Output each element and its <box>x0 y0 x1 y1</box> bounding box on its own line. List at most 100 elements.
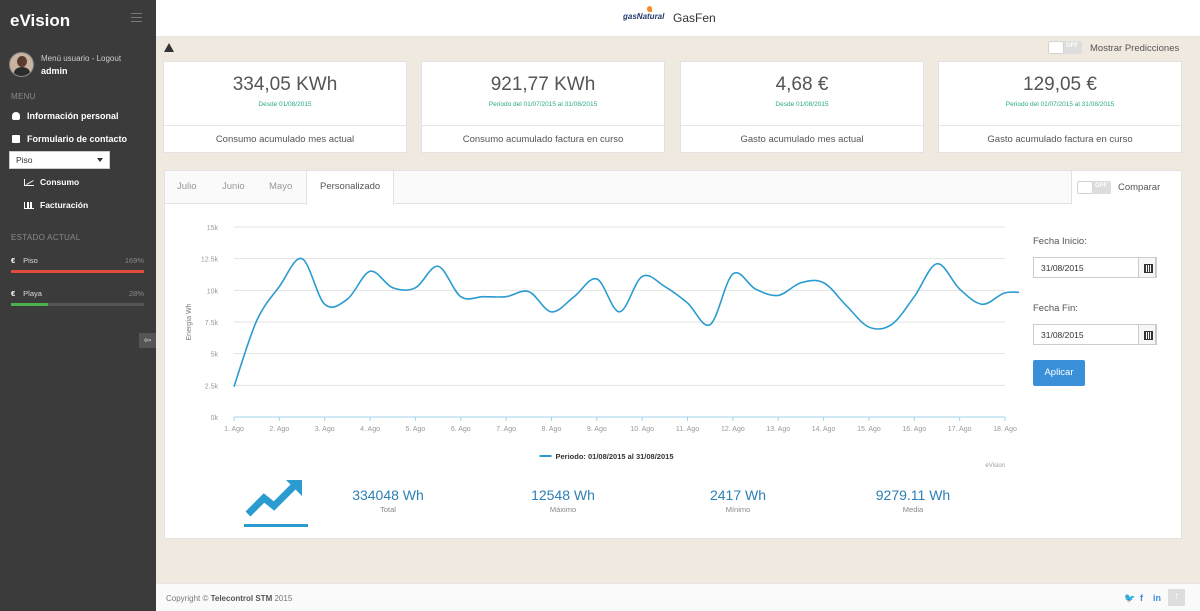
state-progress-playa <box>11 303 144 306</box>
start-date-input[interactable]: 31/08/2015 <box>1033 257 1157 278</box>
flame-icon <box>647 6 652 12</box>
predictions-label: Mostrar Predicciones <box>1090 43 1180 54</box>
x-tick-label: 6. Ago <box>451 426 471 433</box>
sidebar-item-label: Facturación <box>40 200 89 210</box>
state-row-piso: € Piso 169% <box>11 256 144 265</box>
tab-julio[interactable]: Julio <box>177 181 197 192</box>
calendar-icon[interactable] <box>1138 324 1156 345</box>
sidebar-item-personal-info[interactable]: Información personal <box>12 111 119 121</box>
trending-up-icon <box>244 480 308 527</box>
kpi-label: Consumo acumulado mes actual <box>164 125 406 154</box>
x-tick-label: 1. Ago <box>224 426 244 433</box>
toggle-state: OFF <box>1066 43 1078 49</box>
compare-box: OFF Comparar <box>1071 171 1181 204</box>
state-label: Piso <box>23 256 38 265</box>
y-tick-label: 2.5k <box>205 383 219 390</box>
y-tick-label: 7.5k <box>205 320 219 327</box>
copyright: Copyright © Telecontrol STM 2015 <box>166 594 293 603</box>
apply-button[interactable]: Aplicar <box>1033 360 1085 386</box>
property-select[interactable]: Piso <box>9 151 110 169</box>
x-tick-label: 4. Ago <box>360 426 380 433</box>
x-tick-label: 17. Ago <box>948 426 972 433</box>
state-section-label: ESTADO ACTUAL <box>11 233 81 242</box>
end-date-value: 31/08/2015 <box>1041 330 1084 340</box>
state-progress-piso <box>11 270 144 273</box>
toggle-knob <box>1078 182 1092 193</box>
kpi-label: Consumo acumulado factura en curso <box>422 125 664 154</box>
bar-chart-icon <box>24 201 34 209</box>
y-tick-label: 15k <box>207 225 219 232</box>
series-line <box>233 257 1019 387</box>
scroll-to-top-button[interactable]: ↑ <box>1168 589 1185 606</box>
consumption-panel: Julio Junio Mayo Personalizado OFF Compa… <box>164 170 1182 539</box>
y-tick-label: 12.5k <box>201 257 219 264</box>
consumption-line-chart: 0k 2.5k 5k 7.5k 10k 12.5k 15k 1. Ago 2. Ago 3. Ag… <box>186 225 1019 469</box>
end-date-label: Fecha Fin: <box>1033 303 1078 314</box>
kpi-subtitle: Periodo del 01/07/2015 al 31/08/2015 <box>1005 101 1115 108</box>
predictions-toggle[interactable]: OFF <box>1048 41 1082 54</box>
sidebar-item-contact-form[interactable]: Formulario de contacto <box>12 134 127 144</box>
x-tick-label: 8. Ago <box>542 426 562 433</box>
avatar[interactable] <box>9 52 34 77</box>
x-tick-label: 2. Ago <box>269 426 289 433</box>
state-percent: 169% <box>124 256 144 265</box>
x-tick-label: 15. Ago <box>857 426 881 433</box>
x-tick-label: 16. Ago <box>902 426 926 433</box>
stat-label: Máximo <box>549 505 577 514</box>
sidebar-item-facturacion[interactable]: Facturación <box>24 200 88 210</box>
stat-label: Media <box>902 505 924 514</box>
sidebar-item-label: Consumo <box>40 177 80 187</box>
state-percent: 28% <box>128 289 144 298</box>
stat-value: 2417 Wh <box>709 487 767 503</box>
x-tick-label: 7. Ago <box>496 426 516 433</box>
stat-label: Mínimo <box>725 505 751 514</box>
caret-down-icon <box>97 158 103 162</box>
user-menu-logout-link[interactable]: Menú usuario - Logout <box>41 54 122 63</box>
sidebar: eVision Menú usuario - Logout admin MENU… <box>0 0 156 611</box>
y-tick-label: 5k <box>211 352 219 359</box>
stat-max: 12548 Wh Máximo <box>493 487 633 514</box>
x-tick-label: 5. Ago <box>405 426 425 433</box>
tab-mayo[interactable]: Mayo <box>269 181 293 192</box>
line-chart-icon <box>24 178 34 186</box>
footer: Copyright © Telecontrol STM 2015 🐦 f in … <box>156 583 1200 611</box>
x-tick-label: 18. Ago <box>993 426 1017 433</box>
user-name: admin <box>41 66 68 76</box>
user-icon <box>12 112 20 120</box>
gas-natural-logo: gasNatural <box>623 6 664 21</box>
logout-icon[interactable]: ⇦ <box>139 333 156 348</box>
brand-logo: eVision <box>10 11 71 30</box>
kpi-subtitle: Desde 01/08/2015 <box>258 101 312 108</box>
tab-personalizado[interactable]: Personalizado <box>306 171 395 205</box>
compare-label: Comparar <box>1118 182 1161 193</box>
facebook-icon[interactable]: f <box>1140 593 1143 603</box>
end-date-input[interactable]: 31/08/2015 <box>1033 324 1157 345</box>
x-tick-label: 11. Ago <box>676 426 699 433</box>
euro-icon: € <box>11 289 16 298</box>
x-tick-label: 12. Ago <box>721 426 745 433</box>
calendar-icon[interactable] <box>1138 257 1156 278</box>
sidebar-item-consumo[interactable]: Consumo <box>24 177 79 187</box>
state-row-playa: € Playa 28% <box>11 289 144 298</box>
x-tick-label: 9. Ago <box>587 426 607 433</box>
kpi-card-gasto-factura: 129,05 € Periodo del 01/07/2015 al 31/08… <box>938 61 1182 153</box>
compare-toggle[interactable]: OFF <box>1077 181 1111 194</box>
property-select-value: Piso <box>16 155 33 165</box>
kpi-value: 334,05 KWh <box>232 74 338 95</box>
hamburger-menu-icon[interactable] <box>131 13 142 22</box>
twitter-icon[interactable]: 🐦 <box>1124 593 1136 603</box>
company-link[interactable]: Telecontrol STM <box>210 594 273 603</box>
sidebar-item-label: Formulario de contacto <box>27 134 128 144</box>
start-date-label: Fecha Inicio: <box>1033 236 1087 247</box>
linkedin-icon[interactable]: in <box>1153 593 1161 603</box>
y-axis-label: Energía Wh <box>186 303 193 340</box>
x-tick-label: 14. Ago <box>812 426 836 433</box>
warning-icon[interactable] <box>164 43 174 52</box>
kpi-card-consumo-factura: 921,77 KWh Periodo del 01/07/2015 al 31/… <box>421 61 665 153</box>
kpi-value: 921,77 KWh <box>490 74 596 95</box>
kpi-label: Gasto acumulado factura en curso <box>939 125 1181 154</box>
stat-value: 334048 Wh <box>352 487 424 503</box>
kpi-label: Gasto acumulado mes actual <box>681 125 923 154</box>
start-date-value: 31/08/2015 <box>1041 263 1084 273</box>
tab-junio[interactable]: Junio <box>222 181 245 192</box>
